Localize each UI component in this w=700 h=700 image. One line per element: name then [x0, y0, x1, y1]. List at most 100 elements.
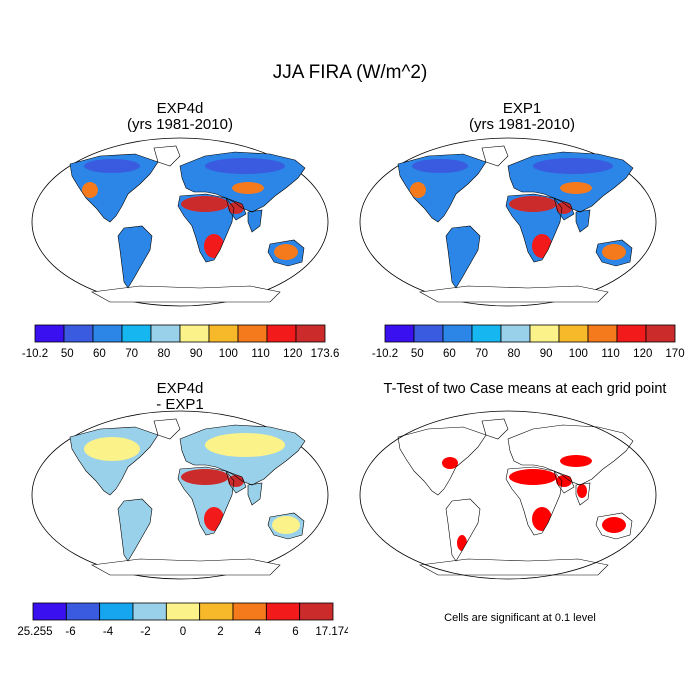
coastline — [481, 418, 509, 440]
colorbar-label: 110 — [251, 348, 269, 360]
field-region — [412, 159, 468, 173]
colorbar-swatch — [179, 324, 210, 343]
field-region — [509, 196, 557, 212]
panel-subtitle-line: (yrs 1981-2010) — [469, 116, 575, 133]
panel-title-line: EXP4d — [156, 100, 204, 117]
colorbar-swatch — [92, 324, 123, 343]
colorbar-swatch — [299, 602, 334, 621]
colorbar-label: -25.255 — [18, 626, 53, 638]
colorbar-label: -10.2 — [372, 348, 398, 360]
field-region — [560, 182, 592, 194]
colorbar-swatch — [558, 324, 589, 343]
map-exp1 — [359, 137, 657, 307]
coastline — [505, 193, 563, 263]
field-region — [602, 244, 626, 260]
significant-cells — [509, 469, 557, 485]
field-region — [228, 202, 244, 214]
coastline — [397, 153, 487, 223]
colorbar-swatch — [442, 324, 473, 343]
continent-fill — [70, 154, 158, 222]
colorbar-swatch — [208, 324, 239, 343]
colorbar-label: -4 — [103, 626, 114, 638]
colorbar-swatch — [266, 324, 297, 343]
colorbar-label: 120 — [283, 348, 302, 360]
coastline — [117, 225, 153, 289]
panel-title-exp1: EXP1 (yrs 1981-2010) — [402, 101, 642, 133]
continent-fill — [154, 419, 180, 439]
figure-title: JJA FIRA (W/m^2) — [272, 62, 428, 83]
colorbar-label: 0 — [180, 626, 186, 638]
colorbar-label: 80 — [507, 348, 520, 360]
colorbar-swatch — [237, 324, 268, 343]
field-region — [272, 516, 300, 534]
colorbar-label: 50 — [61, 348, 74, 360]
colorbar-exp1: -10.2 50 60 70 80 90 100 110 120 170 — [372, 324, 685, 360]
colorbar-swatch — [63, 324, 94, 343]
field-region — [181, 196, 229, 212]
coastline — [91, 285, 281, 303]
coastline — [419, 285, 609, 303]
colorbar-swatch — [132, 602, 167, 621]
colorbar-swatch — [265, 602, 301, 621]
colorbar-swatch — [121, 324, 152, 343]
field-region — [228, 475, 244, 487]
colorbar-swatch — [165, 602, 201, 621]
continent-fill — [398, 154, 486, 222]
coastline — [177, 193, 235, 263]
continent-fill — [576, 210, 590, 232]
colorbar-swatch — [150, 324, 181, 343]
globe-outline — [359, 410, 657, 580]
colorbar-exp4d: -10.2 50 60 70 80 90 100 110 120 173.6 — [22, 324, 340, 360]
colorbar-label: 120 — [633, 348, 652, 360]
field-region — [84, 437, 140, 461]
colorbar-label: 4 — [255, 626, 262, 638]
colorbar-swatch — [295, 324, 326, 343]
coastline — [507, 151, 634, 213]
colorbar-swatch — [413, 324, 444, 343]
colorbar-swatch — [34, 324, 65, 343]
coastline — [179, 424, 306, 486]
colorbar-swatch — [384, 324, 415, 343]
coastline — [117, 498, 153, 562]
continent-fill — [420, 286, 608, 302]
colorbar-swatch — [65, 602, 101, 621]
continent-fill — [482, 146, 508, 166]
colorbar-label: 90 — [540, 348, 553, 360]
map-ttest — [359, 410, 657, 580]
coastline — [419, 558, 609, 576]
coastline — [247, 482, 263, 506]
field-region — [82, 182, 98, 198]
colorbar-label: 170 — [665, 348, 684, 360]
coastline — [267, 512, 305, 540]
colorbar-swatch — [32, 602, 67, 621]
coastline — [481, 145, 509, 167]
colorbar-swatch — [645, 324, 676, 343]
significant-cells — [602, 517, 626, 533]
colorbar-label: 100 — [219, 348, 238, 360]
coastline — [69, 153, 159, 223]
colorbar-label: 173.6 — [311, 348, 340, 360]
continent-fill — [248, 483, 262, 505]
coastline — [595, 512, 633, 540]
map-exp4d — [31, 137, 329, 307]
coastline — [91, 558, 281, 576]
colorbar-label: -10.2 — [22, 348, 48, 360]
coastline — [575, 482, 591, 506]
colorbar-swatch — [529, 324, 560, 343]
panel-title-ttest: T-Test of two Case means at each grid po… — [383, 381, 667, 397]
coastline — [225, 197, 247, 221]
colorbar-swatch — [99, 602, 134, 621]
panel-title-exp4d: EXP4d (yrs 1981-2010) — [60, 101, 300, 133]
significant-cells — [556, 475, 572, 487]
coastline — [445, 225, 481, 289]
colorbar-label: 50 — [411, 348, 424, 360]
panel-title-diff: EXP4d - EXP1 — [60, 381, 300, 413]
panel-title-line: EXP4d — [156, 380, 204, 397]
field-region — [556, 202, 572, 214]
significance-note: Cells are significant at 0.1 level — [444, 612, 596, 624]
field-region — [84, 159, 140, 173]
colorbar-swatch — [199, 602, 234, 621]
significant-cells — [442, 457, 458, 469]
coastline — [397, 426, 487, 496]
field-region — [205, 433, 285, 457]
